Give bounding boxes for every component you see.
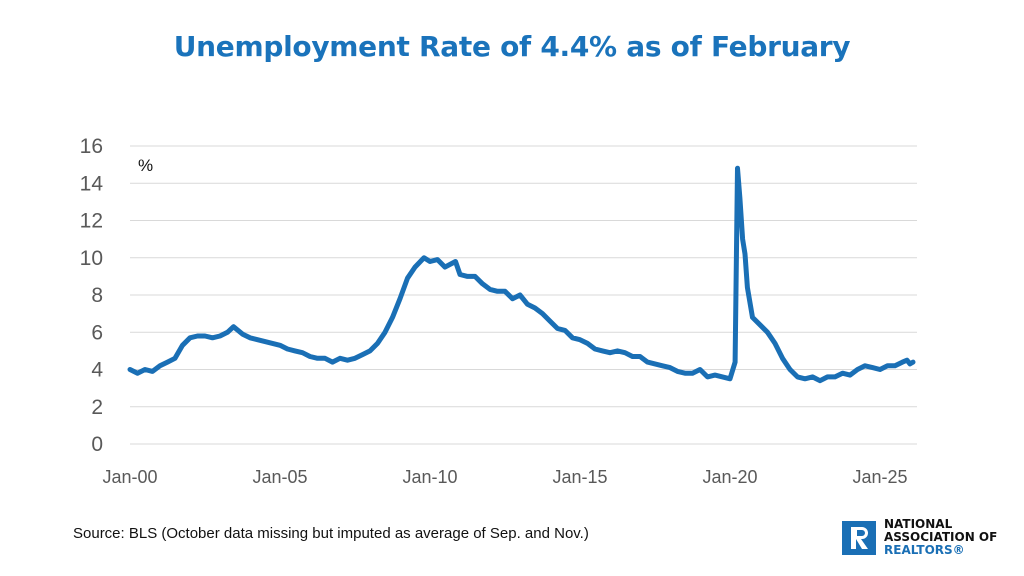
logo-line-3: REALTORS® xyxy=(884,543,965,557)
x-tick-label: Jan-25 xyxy=(852,467,907,487)
nar-logo: NATIONAL ASSOCIATION OF REALTORS® xyxy=(842,518,997,557)
y-axis-unit-label: % xyxy=(138,156,153,175)
x-tick-label: Jan-05 xyxy=(252,467,307,487)
logo-line-1: NATIONAL xyxy=(884,517,953,531)
x-axis-ticks: Jan-00 Jan-05 Jan-10 Jan-15 Jan-20 Jan-25 xyxy=(102,467,907,487)
y-tick-label: 12 xyxy=(80,210,103,233)
x-tick-label: Jan-00 xyxy=(102,467,157,487)
y-tick-label: 16 xyxy=(80,135,103,158)
source-note: Source: BLS (October data missing but im… xyxy=(73,525,589,542)
gridlines xyxy=(130,145,917,445)
chart-title: Unemployment Rate of 4.4% as of February xyxy=(173,30,851,63)
y-tick-label: 14 xyxy=(80,172,104,195)
realtor-r-logo-icon xyxy=(842,520,876,555)
y-tick-label: 6 xyxy=(91,321,103,344)
x-tick-label: Jan-15 xyxy=(552,467,607,487)
y-tick-label: 0 xyxy=(91,433,103,456)
y-tick-label: 10 xyxy=(80,247,103,270)
y-axis-ticks: 0 2 4 6 8 10 12 14 16 xyxy=(80,135,104,456)
logo-wordmark: NATIONAL ASSOCIATION OF REALTORS® xyxy=(884,518,997,557)
y-tick-label: 2 xyxy=(91,396,103,419)
y-tick-label: 8 xyxy=(91,284,103,307)
y-tick-label: 4 xyxy=(91,359,103,382)
x-tick-label: Jan-10 xyxy=(402,467,457,487)
logo-line-2: ASSOCIATION OF xyxy=(884,530,998,544)
x-tick-label: Jan-20 xyxy=(702,467,757,487)
series-line-unemployment-rate xyxy=(127,165,916,384)
